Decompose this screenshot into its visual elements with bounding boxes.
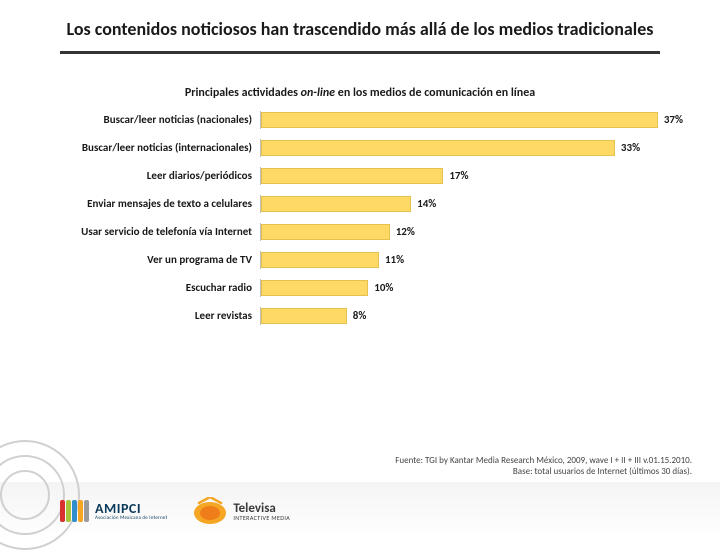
chart-row-track: 37% — [260, 111, 690, 129]
title-block: Los contenidos noticiosos han trascendid… — [0, 0, 720, 47]
televisa-logo: Televisa INTERACTIVE MEDIA — [193, 497, 290, 525]
amipci-name: AMIPCI — [95, 502, 167, 516]
amipci-mark-icon — [60, 500, 89, 522]
televisa-mark-icon — [193, 497, 227, 525]
chart-bar — [261, 168, 443, 184]
chart-row: Usar servicio de telefonía vía Internet 1… — [30, 220, 690, 244]
amipci-text: AMIPCI Asociación Mexicana de Internet — [95, 502, 167, 521]
chart-bar — [261, 308, 347, 324]
televisa-name: Televisa — [233, 502, 290, 515]
activities-bar-chart: Buscar/leer noticias (nacionales)37%Busc… — [30, 108, 690, 328]
chart-value: 14% — [411, 195, 436, 213]
chart-bar — [261, 252, 379, 268]
chart-value: 10% — [368, 279, 393, 297]
chart-row: Buscar/leer noticias (nacionales) 37% — [30, 108, 690, 132]
chart-row-label: Ver un programa de TV — [30, 253, 260, 266]
chart-row-label: Escuchar radio — [30, 281, 260, 294]
chart-bar — [261, 280, 368, 296]
chart-row-track: 12% — [260, 223, 690, 241]
chart-value: 17% — [443, 167, 468, 185]
chart-subtitle: Principales actividades on-line en los m… — [0, 86, 720, 100]
chart-row-label: Leer diarios/periódicos — [30, 169, 260, 182]
subtitle-em: on-line — [301, 86, 335, 100]
chart-row-label: Usar servicio de telefonía vía Internet — [30, 225, 260, 238]
chart-row-label: Enviar mensajes de texto a celulares — [30, 197, 260, 210]
chart-row-track: 33% — [260, 139, 690, 157]
chart-bar — [261, 112, 658, 128]
chart-row: Leer revistas 8% — [30, 304, 690, 328]
chart-value: 33% — [615, 139, 640, 157]
chart-row-label: Leer revistas — [30, 309, 260, 322]
subtitle-pre: Principales actividades — [185, 86, 301, 100]
title-underline — [60, 51, 660, 54]
chart-row: Escuchar radio 10% — [30, 276, 690, 300]
amipci-sub: Asociación Mexicana de Internet — [95, 516, 167, 521]
chart-row-track: 10% — [260, 279, 690, 297]
televisa-text: Televisa INTERACTIVE MEDIA — [233, 502, 290, 521]
chart-row: Leer diarios/periódicos 17% — [30, 164, 690, 188]
chart-bar — [261, 196, 411, 212]
chart-row-track: 8% — [260, 307, 690, 325]
chart-row-label: Buscar/leer noticias (nacionales) — [30, 113, 260, 126]
chart-row: Buscar/leer noticias (internacionales) 33… — [30, 136, 690, 160]
chart-value: 12% — [390, 223, 415, 241]
subtitle-post: en los medios de comunicación en línea — [335, 86, 535, 100]
chart-row: Enviar mensajes de texto a celulares 14% — [30, 192, 690, 216]
televisa-sub: INTERACTIVE MEDIA — [233, 515, 290, 521]
chart-row-track: 17% — [260, 167, 690, 185]
source-note: Fuente: TGI by Kantar Media Research Méx… — [395, 455, 692, 478]
amipci-logo: AMIPCI Asociación Mexicana de Internet — [60, 500, 167, 522]
chart-row: Ver un programa de TV 11% — [30, 248, 690, 272]
chart-row-track: 14% — [260, 195, 690, 213]
source-line-1: Fuente: TGI by Kantar Media Research Méx… — [395, 455, 692, 467]
chart-value: 37% — [658, 111, 683, 129]
chart-row-label: Buscar/leer noticias (internacionales) — [30, 141, 260, 154]
chart-bar — [261, 224, 390, 240]
chart-value: 8% — [347, 307, 367, 325]
chart-value: 11% — [379, 251, 404, 269]
source-line-2: Base: total usuarios de Internet (último… — [395, 466, 692, 478]
page-title: Los contenidos noticiosos han trascendid… — [60, 18, 660, 41]
footer: AMIPCI Asociación Mexicana de Internet T… — [0, 482, 720, 540]
chart-row-track: 11% — [260, 251, 690, 269]
chart-bar — [261, 140, 615, 156]
